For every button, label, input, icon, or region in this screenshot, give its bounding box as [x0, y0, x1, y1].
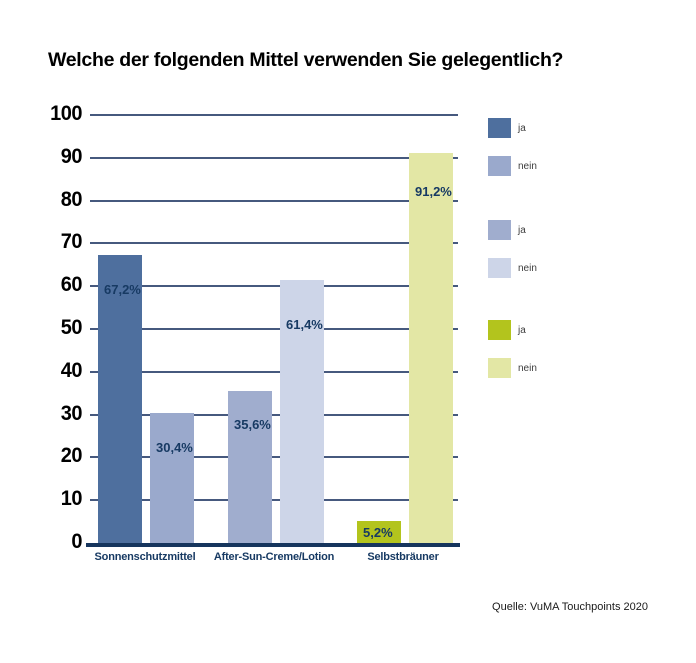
- y-tick-label-30: 30: [60, 401, 83, 425]
- y-tick-label-50: 50: [60, 316, 83, 339]
- gridline-90: [90, 156, 458, 159]
- bar-value-label-nein-0: 30,4%: [156, 439, 193, 455]
- legend-swatch-1: [488, 156, 511, 176]
- legend-label-0: ja: [518, 123, 526, 134]
- gridline-70: [90, 242, 458, 245]
- category-label-2: Selbstbräuner: [367, 551, 439, 563]
- category-label-0: Sonnenschutzmittel: [94, 551, 196, 563]
- legend-label-5: nein: [518, 363, 537, 374]
- bar-ja-2: [357, 520, 401, 543]
- y-tick-label-100: 100: [50, 102, 82, 125]
- y-tick-label-90: 90: [60, 144, 83, 168]
- category-label-1: After-Sun-Creme/Lotion: [213, 551, 335, 563]
- y-tick-label-10: 10: [60, 487, 83, 511]
- gridline-60: [90, 285, 458, 288]
- bar-nein-1: [280, 280, 324, 543]
- bar-ja-1: [228, 390, 272, 543]
- legend-swatch-4: [488, 320, 511, 340]
- gridline-20: [90, 456, 458, 459]
- bar-value-label-nein-1: 61,4%: [286, 317, 323, 333]
- bar-value-label-ja-2: 5,2%: [363, 524, 393, 540]
- legend-swatch-3: [488, 258, 511, 278]
- source-note: Quelle: VuMA Touchpoints 2020: [492, 601, 648, 613]
- x-axis-line: [86, 543, 460, 547]
- bar-nein-2: [409, 152, 453, 543]
- bar-value-label-ja-1: 35,6%: [234, 416, 271, 432]
- legend-swatch-5: [488, 358, 511, 378]
- bar-nein-0: [150, 412, 194, 543]
- y-tick-label-0: 0: [71, 530, 82, 553]
- y-tick-label-70: 70: [60, 230, 83, 254]
- gridline-10: [90, 499, 458, 502]
- y-tick-label-20: 20: [60, 444, 83, 468]
- bar-ja-0: [98, 255, 142, 543]
- legend-label-3: nein: [518, 263, 537, 274]
- gridline-30: [90, 413, 458, 416]
- chart-title: Welche der folgenden Mittel verwenden Si…: [48, 49, 564, 71]
- gridline-40: [90, 370, 458, 373]
- legend-label-2: ja: [518, 225, 526, 236]
- gridline-100: [90, 114, 458, 116]
- bar-value-label-ja-0: 67,2%: [104, 282, 141, 298]
- legend-label-1: nein: [518, 161, 537, 172]
- legend-label-4: ja: [518, 325, 526, 336]
- legend-swatch-0: [488, 118, 511, 138]
- legend-swatch-2: [488, 220, 511, 240]
- gridline-50: [90, 328, 458, 330]
- y-tick-label-40: 40: [60, 358, 83, 382]
- y-tick-label-80: 80: [60, 187, 83, 211]
- gridline-80: [90, 199, 458, 202]
- bar-value-label-nein-2: 91,2%: [415, 183, 452, 199]
- y-tick-label-60: 60: [60, 273, 83, 297]
